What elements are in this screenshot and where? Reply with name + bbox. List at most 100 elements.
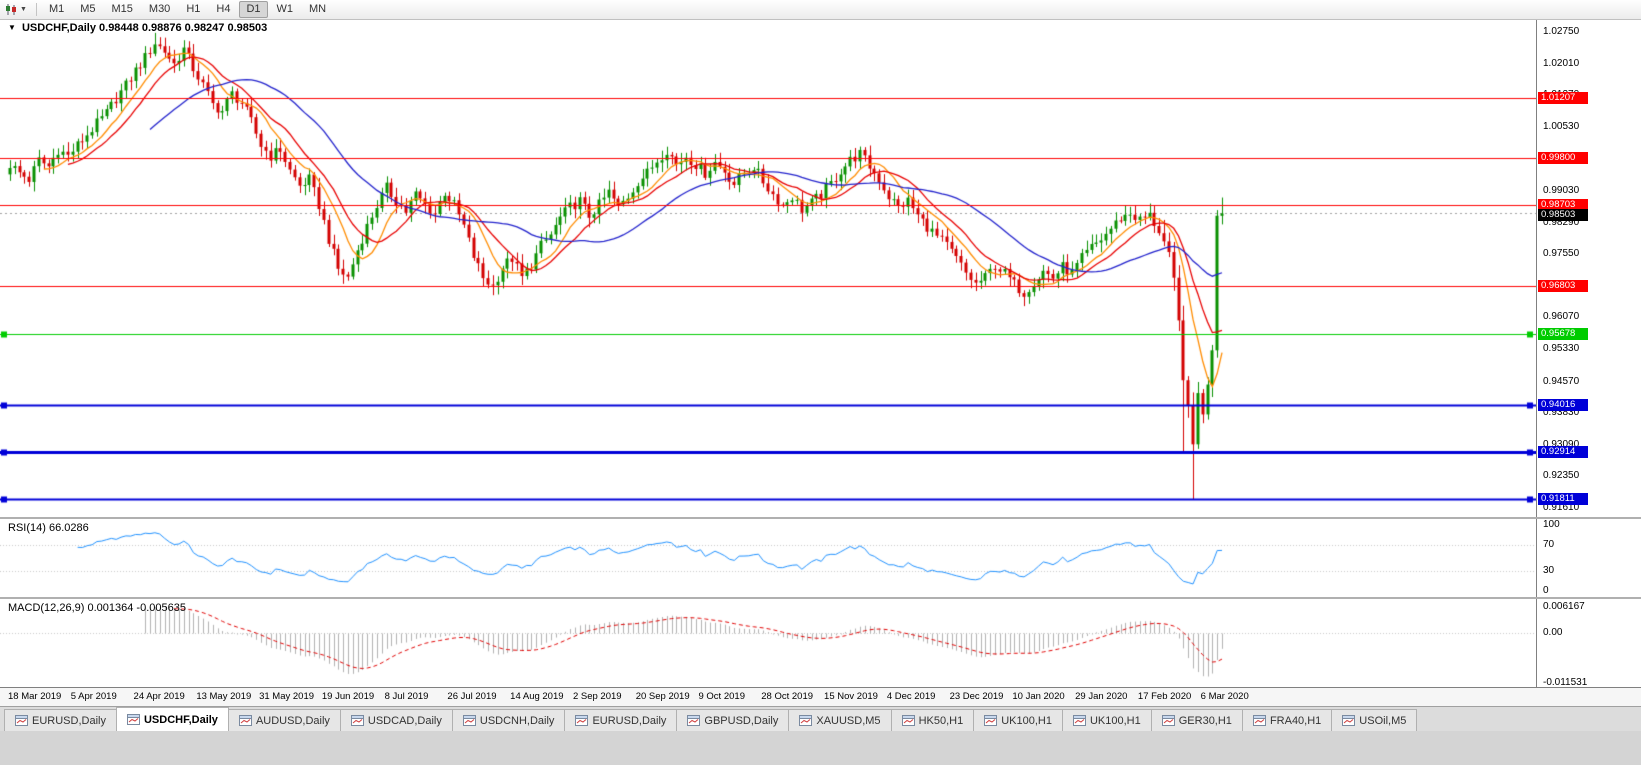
- date-axis-label: 28 Oct 2019: [761, 691, 814, 702]
- rsi-canvas[interactable]: [0, 519, 1536, 597]
- toolbar-separator: [35, 3, 37, 16]
- hline-price-label: 0.95678: [1538, 328, 1588, 341]
- tab-chart-icon: [799, 715, 813, 726]
- price-tick-label: 0.93090: [1543, 438, 1580, 450]
- date-axis-label: 10 Jan 2020: [1012, 691, 1065, 702]
- chart-tab-4[interactable]: USDCNH,Daily: [451, 709, 566, 731]
- chart-tab-label: UK100,H1: [1089, 714, 1141, 727]
- date-axis-label: 13 May 2019: [196, 691, 252, 702]
- chevron-down-icon: ▼: [20, 6, 27, 13]
- date-axis-label: 31 May 2019: [259, 691, 315, 702]
- price-tick-label: 1.02010: [1543, 57, 1580, 69]
- chart-tab-8[interactable]: HK50,H1: [890, 709, 975, 731]
- tab-chart-icon: [901, 715, 915, 726]
- rsi-tick-label: 70: [1543, 538, 1555, 550]
- rsi-tick-label: 100: [1543, 519, 1560, 530]
- chart-tab-label: GBPUSD,Daily: [704, 714, 779, 727]
- chart-tab-label: HK50,H1: [918, 714, 964, 727]
- macd-indicator-label: MACD(12,26,9) 0.001364 -0.005635: [8, 602, 186, 614]
- tab-chart-icon: [1161, 715, 1175, 726]
- date-axis-label: 5 Apr 2019: [70, 691, 117, 702]
- chart-tab-11[interactable]: GER30,H1: [1150, 709, 1243, 731]
- chart-tab-5[interactable]: EURUSD,Daily: [564, 709, 678, 731]
- chart-tab-13[interactable]: USOil,M5: [1331, 709, 1418, 731]
- macd-indicator-panel: MACD(12,26,9) 0.001364 -0.005635: [0, 599, 1536, 687]
- timeframe-button-h4[interactable]: H4: [216, 3, 231, 15]
- candlestick-chart-icon: [6, 4, 16, 15]
- status-bar: [0, 731, 1641, 765]
- timeframes-toolbar: ▼ M1 M5 M15 M30 H1 H4 D1 W1 MN: [0, 0, 1641, 20]
- chart-tab-2[interactable]: AUDUSD,Daily: [227, 709, 341, 731]
- hline-price-label: 0.98703: [1538, 198, 1588, 211]
- price-chart-canvas[interactable]: [0, 20, 1536, 517]
- chart-tab-label: USDCNH,Daily: [479, 714, 555, 727]
- chart-tab-9[interactable]: UK100,H1: [973, 709, 1063, 731]
- chart-tab-1[interactable]: USDCHF,Daily: [115, 707, 229, 731]
- price-tick-label: 0.94570: [1543, 375, 1580, 387]
- hline-price-label: 0.92914: [1538, 446, 1588, 459]
- chart-tab-label: AUDUSD,Daily: [255, 714, 330, 727]
- symbol-dropdown-icon[interactable]: ▼: [8, 23, 16, 32]
- date-axis-label: 15 Nov 2019: [824, 691, 878, 702]
- chart-tab-label: EURUSD,Daily: [32, 714, 106, 727]
- date-axis-label: 9 Oct 2019: [698, 691, 745, 702]
- timeframe-button-m1[interactable]: M1: [48, 3, 65, 15]
- chart-tab-label: GER30,H1: [1178, 714, 1232, 727]
- date-axis-label: 8 Jul 2019: [384, 691, 429, 702]
- tab-chart-icon: [1072, 715, 1086, 726]
- chart-tab-10[interactable]: UK100,H1: [1061, 709, 1152, 731]
- date-axis-label: 17 Feb 2020: [1137, 691, 1192, 702]
- timeframe-buttons-group: M1 M5 M15 M30 H1 H4 D1 W1 MN: [41, 1, 334, 18]
- rsi-panel-splitter[interactable]: [0, 517, 1641, 519]
- chart-tab-label: UK100,H1: [1001, 714, 1052, 727]
- macd-panel-splitter[interactable]: [0, 597, 1641, 599]
- price-tick-label: 0.99030: [1543, 184, 1580, 196]
- chart-tab-label: USDCAD,Daily: [367, 714, 442, 727]
- price-tick-label: 0.97550: [1543, 248, 1580, 260]
- timeframe-button-w1[interactable]: W1: [276, 3, 294, 15]
- tab-chart-icon: [687, 715, 701, 726]
- price-tick-label: 0.93830: [1543, 407, 1580, 419]
- hline-price-label: 0.96803: [1538, 280, 1588, 293]
- timeframe-button-mn[interactable]: MN: [309, 3, 327, 15]
- macd-tick-label: 0.00: [1543, 627, 1563, 639]
- date-axis-label: 14 Aug 2019: [510, 691, 564, 702]
- tab-chart-icon: [126, 714, 140, 725]
- chart-tab-12[interactable]: FRA40,H1: [1241, 709, 1333, 731]
- rsi-tick-label: 0: [1543, 585, 1549, 596]
- macd-canvas[interactable]: [0, 599, 1536, 687]
- tab-chart-icon: [1342, 715, 1356, 726]
- timeframe-button-m30[interactable]: M30: [148, 3, 171, 15]
- date-axis-label: 23 Dec 2019: [949, 691, 1004, 702]
- tab-chart-icon: [1252, 715, 1266, 726]
- chart-tab-6[interactable]: GBPUSD,Daily: [676, 709, 790, 731]
- date-axis-label: 26 Jul 2019: [447, 691, 497, 702]
- date-axis-label: 29 Jan 2020: [1075, 691, 1128, 702]
- chart-tab-label: USDCHF,Daily: [143, 713, 218, 726]
- timeframe-button-m15[interactable]: M15: [111, 3, 133, 15]
- hline-price-label: 0.94016: [1538, 399, 1588, 412]
- time-axis[interactable]: 18 Mar 2019 5 Apr 2019 24 Apr 2019 13 May 2…: [0, 687, 1641, 706]
- price-tick-label: 0.98290: [1543, 216, 1580, 228]
- timeframe-button-d1[interactable]: D1: [239, 1, 268, 18]
- price-axis[interactable]: 1.027501.020101.012701.005300.990300.982…: [1536, 20, 1641, 688]
- date-axis-label: 18 Mar 2019: [8, 691, 62, 702]
- chart-tab-label: FRA40,H1: [1269, 714, 1322, 727]
- chart-ohlc-values: 0.98448 0.98876 0.98247 0.98503: [99, 22, 268, 34]
- chart-symbol-label: USDCHF,Daily: [21, 22, 96, 34]
- charts-toolbar-button[interactable]: ▼: [0, 0, 32, 19]
- tab-chart-icon: [350, 715, 364, 726]
- date-axis-label: 24 Apr 2019: [133, 691, 185, 702]
- date-axis-label: 19 Jun 2019: [321, 691, 375, 702]
- chart-title: ▼ USDCHF,Daily 0.98448 0.98876 0.98247 0…: [8, 22, 267, 34]
- chart-tab-3[interactable]: USDCAD,Daily: [339, 709, 453, 731]
- chart-tab-7[interactable]: XAUUSD,M5: [788, 709, 892, 731]
- tab-chart-icon: [462, 715, 476, 726]
- price-tick-label: 0.95330: [1543, 343, 1580, 355]
- timeframe-button-m5[interactable]: M5: [80, 3, 96, 15]
- hline-price-label: 0.91811: [1538, 493, 1588, 506]
- chart-tab-0[interactable]: EURUSD,Daily: [4, 709, 117, 731]
- timeframe-button-h1[interactable]: H1: [186, 3, 201, 15]
- price-chart-panel: ▼ USDCHF,Daily 0.98448 0.98876 0.98247 0…: [0, 20, 1536, 517]
